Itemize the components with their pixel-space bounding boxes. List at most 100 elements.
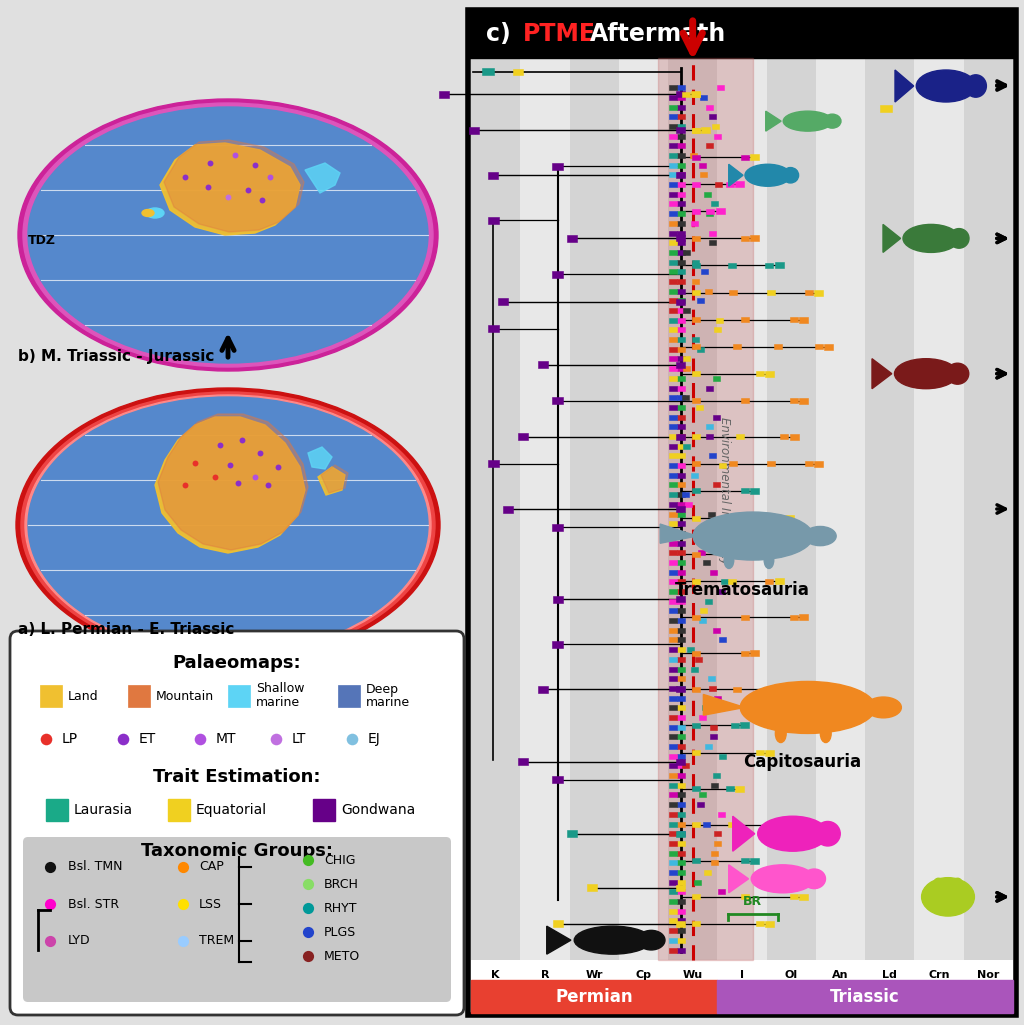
Bar [669,792,677,797]
Bar [711,521,718,526]
Bar [677,764,685,769]
Bar [709,240,716,245]
Bar [677,521,685,526]
Bar [775,516,783,521]
Bar [488,325,499,332]
Polygon shape [318,467,345,495]
Bar [691,220,698,226]
Bar [677,424,685,429]
Bar [740,723,750,729]
Point [186,455,203,472]
Bar [669,599,677,604]
Bar [677,928,685,933]
Bar [691,489,699,493]
Bar [691,822,699,827]
Bar [669,376,677,381]
Bar [677,444,685,449]
Bar [691,786,699,791]
Point [252,445,268,461]
Ellipse shape [758,816,827,851]
Bar [765,371,774,377]
Bar [800,614,808,620]
Bar [338,685,360,707]
Bar [780,435,788,440]
Bar [669,531,677,536]
Bar [669,511,677,517]
Bar [700,609,708,613]
Bar [677,414,685,419]
Bar [736,435,743,440]
Bar [756,551,764,557]
Point [269,459,286,476]
Bar [669,144,677,149]
Bar [791,399,798,403]
Text: Gondwana: Gondwana [341,803,416,817]
Bar [669,666,677,671]
Point [175,859,191,875]
Bar [733,516,741,521]
Bar [677,511,685,517]
Bar [683,444,690,449]
Bar [740,651,749,656]
Text: Triassic: Triassic [830,987,900,1006]
Bar [677,453,685,458]
Bar [676,758,685,765]
Bar [669,938,677,943]
Bar [587,885,597,892]
Bar [712,124,719,129]
Bar [669,870,677,875]
Bar [677,259,685,264]
Polygon shape [883,224,900,252]
Bar [718,589,725,594]
Bar [669,453,677,458]
Ellipse shape [22,392,435,658]
Bar [677,570,685,575]
Bar [669,890,677,895]
Point [177,169,194,186]
Bar [669,298,677,303]
Bar [728,579,736,583]
Bar [669,909,677,913]
Polygon shape [308,447,332,469]
Bar [669,492,677,497]
Bar [677,715,685,720]
Bar [728,822,736,827]
Ellipse shape [823,114,841,128]
Text: c): c) [486,22,511,46]
Bar [669,211,677,216]
Point [220,189,237,205]
Bar [488,172,499,178]
Text: Bsl. TMN: Bsl. TMN [68,861,123,873]
Bar [676,127,685,133]
Bar [669,172,677,177]
Bar [669,638,677,643]
Bar [677,366,685,371]
Bar [677,396,685,400]
Bar [691,290,699,295]
Bar [691,551,699,557]
Bar [692,279,699,284]
Bar [767,58,816,960]
FancyBboxPatch shape [10,631,464,1015]
Bar [552,524,563,531]
Text: Capitosauria: Capitosauria [743,752,861,771]
Bar [691,317,699,322]
Bar [784,515,794,521]
Bar [691,344,699,350]
Ellipse shape [782,167,799,182]
Bar [677,840,685,846]
Bar [691,181,699,187]
Bar [692,259,699,264]
Bar [677,792,685,797]
Bar [707,144,713,149]
Bar [677,560,685,565]
Bar [719,638,726,643]
Point [344,731,360,747]
Text: Bsl. STR: Bsl. STR [68,898,119,910]
Bar [677,696,685,701]
Ellipse shape [146,208,164,218]
Bar [805,290,813,295]
Bar [740,895,749,899]
Ellipse shape [775,725,786,742]
Bar [669,744,677,749]
